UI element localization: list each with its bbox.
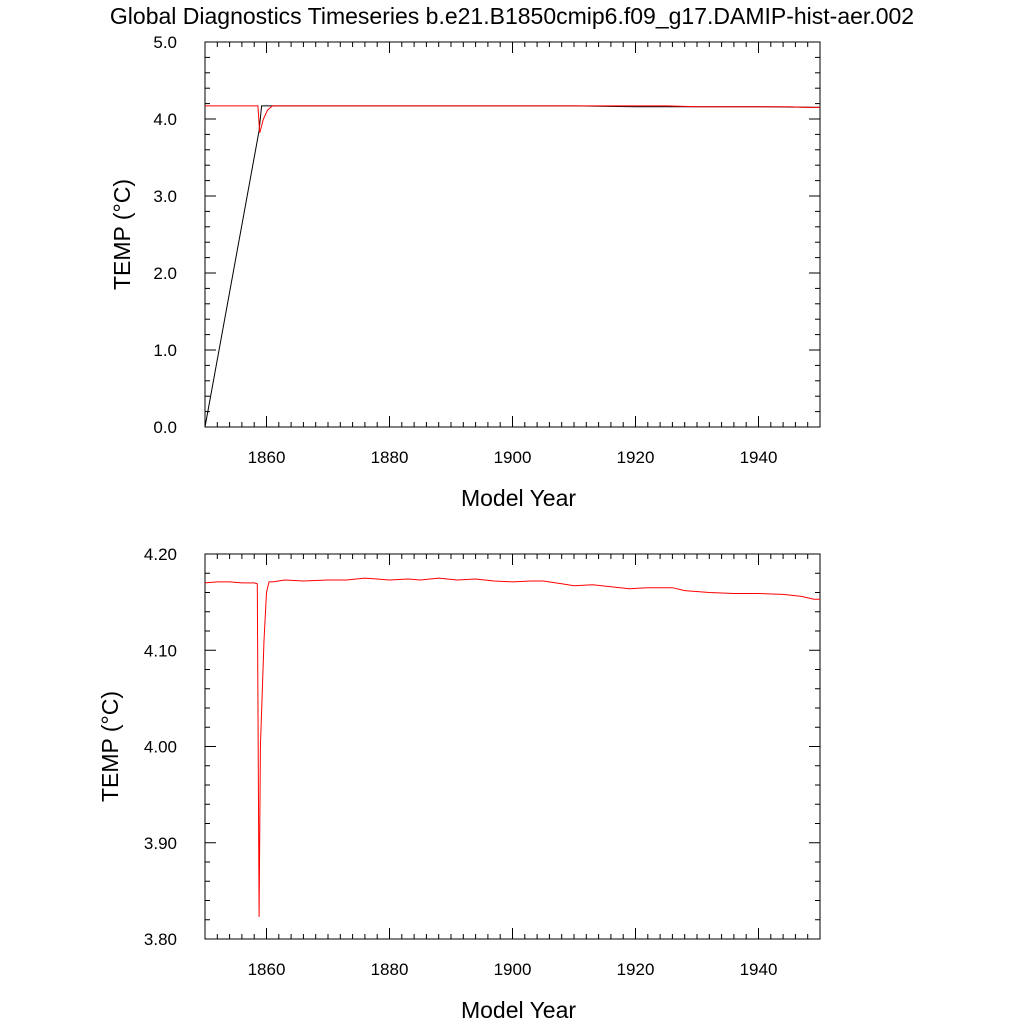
x-tick-label: 1920 <box>617 448 655 467</box>
y-tick-label: 0.0 <box>153 418 177 437</box>
series-line-1 <box>205 105 820 134</box>
y-axis-label: TEMP (°C) <box>97 691 123 802</box>
y-tick-label: 3.90 <box>144 834 177 853</box>
y-tick-label: 2.0 <box>153 264 177 283</box>
y-tick-label: 5.0 <box>153 33 177 52</box>
y-tick-label: 3.80 <box>144 930 177 949</box>
x-tick-label: 1940 <box>740 960 778 979</box>
y-tick-label: 4.10 <box>144 641 177 660</box>
x-tick-label: 1900 <box>494 960 532 979</box>
figure-title: Global Diagnostics Timeseries b.e21.B185… <box>110 3 914 29</box>
x-tick-label: 1940 <box>740 448 778 467</box>
y-tick-label: 1.0 <box>153 341 177 360</box>
x-tick-label: 1920 <box>617 960 655 979</box>
plot-frame <box>204 41 821 428</box>
x-tick-label: 1900 <box>494 448 532 467</box>
x-tick-label: 1860 <box>248 448 286 467</box>
x-axis-label: Model Year <box>461 997 576 1023</box>
plot-frame <box>204 553 821 940</box>
upper-chart: 1860 1880 1900 1920 1940 0.0 1.0 2.0 3.0 4.0 5.0 Mo… <box>109 33 821 511</box>
y-tick-label: 4.20 <box>144 545 177 564</box>
x-tick-label: 1880 <box>371 448 409 467</box>
x-tick-label: 1880 <box>371 960 409 979</box>
x-axis-label: Model Year <box>461 485 576 511</box>
y-axis-label: TEMP (°C) <box>109 179 135 290</box>
series-line-0 <box>204 105 821 428</box>
lower-chart: 1860 1880 1900 1920 1940 3.80 3.90 4.00 4.10 4.20… <box>97 545 821 1023</box>
x-tick-label: 1860 <box>248 960 286 979</box>
series-line-0 <box>204 577 820 917</box>
y-tick-label: 4.0 <box>153 110 177 129</box>
y-tick-label: 4.00 <box>144 738 177 757</box>
y-tick-label: 3.0 <box>153 187 177 206</box>
